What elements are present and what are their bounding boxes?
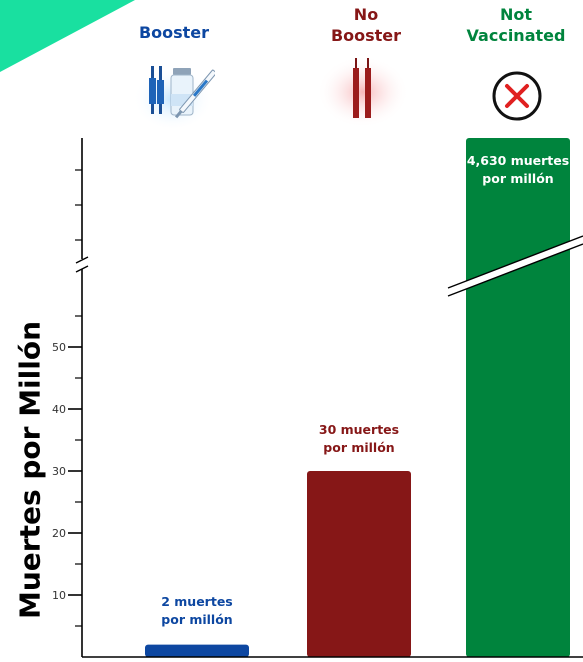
syringe-vial-icon <box>133 58 217 128</box>
data-label-booster: 2 muertes por millón <box>161 593 233 627</box>
y-tick-label-30: 30 <box>52 465 66 478</box>
syringe-icon <box>317 52 409 128</box>
bar-break-gap <box>448 236 583 296</box>
axis-break-mark-bottom <box>75 265 89 273</box>
y-tick-label-50: 50 <box>52 341 66 354</box>
category-label-not-vaccinated: Not Vaccinated <box>466 5 566 45</box>
data-label-not-vaccinated: 4,630 muertes por millón <box>466 153 570 186</box>
bar-break-line-top <box>447 235 583 289</box>
data-label-no-booster: 30 muertes por millón <box>318 422 400 455</box>
y-axis-label: Muertes por Millón <box>13 320 47 620</box>
bar-booster <box>145 644 249 657</box>
y-tick-label-10: 10 <box>52 589 66 602</box>
category-label-booster: Booster <box>138 23 210 42</box>
y-tick-label-20: 20 <box>52 527 66 540</box>
bars <box>82 138 583 658</box>
bar-not-vaccinated <box>466 138 570 657</box>
bar-no-booster <box>307 471 411 657</box>
category-label-no-booster: No Booster <box>330 5 402 45</box>
bar-break-line-bottom <box>447 243 583 297</box>
axis-break-mark-top <box>75 256 89 264</box>
x-circle-icon <box>491 70 543 122</box>
y-axis: 10 20 30 40 50 <box>52 138 89 657</box>
y-tick-label-40: 40 <box>52 403 66 416</box>
